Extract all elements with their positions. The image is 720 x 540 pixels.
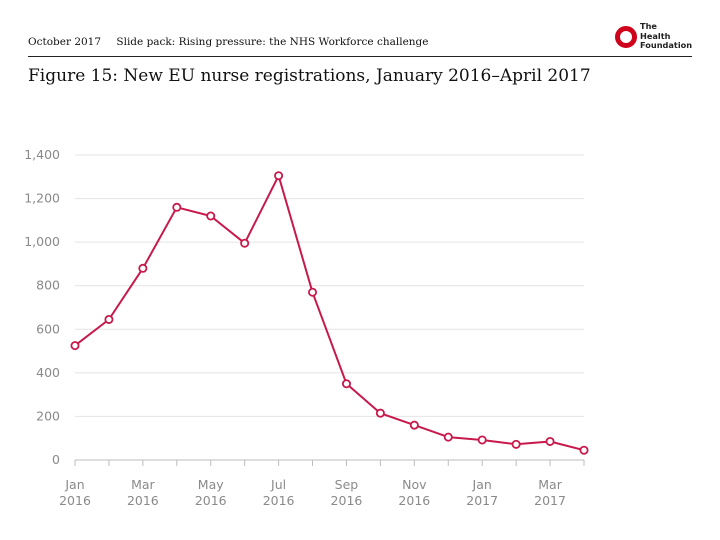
data-point-13 <box>511 439 521 449</box>
gridlines <box>75 154 584 461</box>
x-tick-label-month-10: Nov <box>402 477 427 492</box>
x-tick-label-month-4: May <box>198 477 224 492</box>
y-axis-ticks: 0 200 400 600 800 1,000 1,200 1,400 <box>24 147 60 467</box>
x-tick-label-year-8: 2016 <box>331 493 363 508</box>
data-point-15 <box>579 445 589 455</box>
y-tick-label-1000: 1,000 <box>24 234 60 249</box>
data-point-0 <box>70 341 80 351</box>
header-slide-pack: Slide pack: Rising pressure: the NHS Wor… <box>116 36 429 48</box>
x-tick-label-year-12: 2017 <box>466 493 498 508</box>
logo-line-2: Health <box>640 30 671 41</box>
page-header: October 2017 Slide pack: Rising pressure… <box>28 36 441 48</box>
header-date: October 2017 <box>28 36 102 48</box>
x-tick-label-year-2: 2016 <box>127 493 159 508</box>
data-point-10 <box>409 420 419 430</box>
y-tick-label-1400: 1,400 <box>24 147 60 162</box>
x-axis-ticks: Jan2016Mar2016May2016Jul2016Sep2016Nov20… <box>59 460 585 508</box>
figure-title: Figure 15: New EU nurse registrations, J… <box>28 66 591 86</box>
x-tick-label-month-12: Jan <box>472 477 492 492</box>
data-point-11 <box>443 432 453 442</box>
x-tick-label-month-0: Jan <box>64 477 84 492</box>
x-tick-label-month-8: Sep <box>335 477 359 492</box>
x-tick-label-year-14: 2017 <box>534 493 566 508</box>
data-point-5 <box>240 238 250 248</box>
x-tick-label-year-10: 2016 <box>398 493 430 508</box>
health-foundation-logo: The Health Foundation <box>614 21 698 52</box>
x-tick-label-month-6: Jul <box>270 477 286 492</box>
data-point-4 <box>206 211 216 221</box>
x-tick-label-year-0: 2016 <box>59 493 91 508</box>
data-point-7 <box>308 287 318 297</box>
data-point-9 <box>375 408 385 418</box>
data-point-1 <box>104 314 114 324</box>
y-tick-label-600: 600 <box>36 321 60 336</box>
header-divider <box>28 56 692 57</box>
series-group <box>70 171 589 455</box>
logo-line-3: Foundation <box>640 40 693 50</box>
y-tick-label-200: 200 <box>36 408 60 423</box>
data-point-6 <box>274 171 284 181</box>
logo-text: The Health Foundation <box>640 21 693 51</box>
series-line-0 <box>74 174 585 452</box>
y-tick-label-1200: 1,200 <box>24 191 60 206</box>
x-tick-label-year-4: 2016 <box>195 493 227 508</box>
data-point-14 <box>545 436 555 446</box>
x-tick-label-year-6: 2016 <box>263 493 295 508</box>
data-point-8 <box>341 379 351 389</box>
y-tick-label-0: 0 <box>52 452 60 467</box>
y-tick-label-400: 400 <box>36 365 60 380</box>
logo-line-1: The <box>640 21 657 31</box>
y-tick-label-800: 800 <box>36 278 60 293</box>
logo-ring-icon <box>615 26 637 48</box>
x-tick-label-month-2: Mar <box>131 477 155 492</box>
data-point-12 <box>477 435 487 445</box>
data-point-3 <box>172 202 182 212</box>
x-tick-label-month-14: Mar <box>538 477 562 492</box>
data-point-2 <box>138 263 148 273</box>
